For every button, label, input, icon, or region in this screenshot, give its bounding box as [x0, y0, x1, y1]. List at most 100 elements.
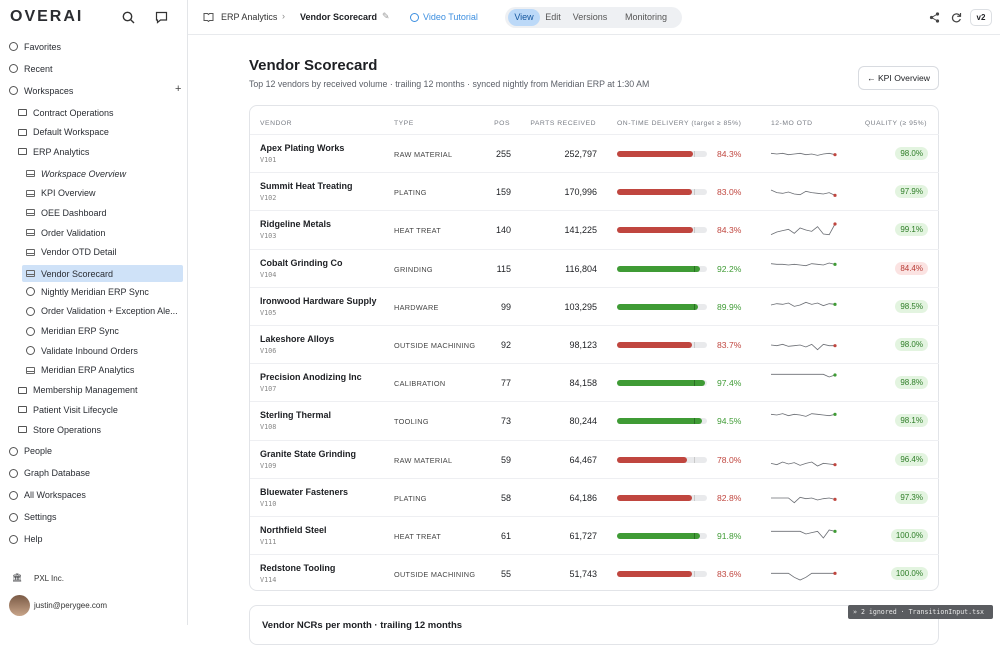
share-icon[interactable] — [929, 12, 940, 23]
sidebar-item[interactable]: KPI Overview — [26, 187, 96, 200]
sidebar-icon — [26, 170, 35, 178]
table-row[interactable]: Cobalt Grinding Co V104 GRINDING 115 116,804… — [250, 248, 939, 287]
otd-track — [617, 456, 707, 463]
version-badge[interactable]: v2 — [970, 9, 992, 26]
otd-label: 92.2% — [717, 263, 742, 274]
tab[interactable]: Versions — [572, 12, 608, 22]
table-row[interactable]: Bluewater Fasteners V110 PLATING 58 64,186 82… — [250, 477, 939, 516]
sparkline-line — [770, 413, 836, 418]
parts-received: 141,225 — [564, 225, 597, 236]
table-row[interactable]: Redstone Tooling V114 OUTSIDE MACHINING 55 5… — [250, 554, 939, 592]
sidebar-item[interactable]: Favorites — [9, 40, 61, 53]
sidebar-label: Order Validation — [41, 227, 106, 238]
otd-target — [693, 151, 695, 157]
column-header: ON-TIME DELIVERY (target ≥ 85%) — [617, 120, 742, 127]
book-icon — [203, 13, 214, 22]
toast: » 2 ignored · TransitionInput.tsx — [848, 605, 993, 619]
sidebar-item[interactable]: Contract Operations — [18, 106, 114, 119]
otd-track — [617, 189, 707, 196]
edit-icon[interactable]: ✎ — [382, 11, 390, 21]
otd-bar — [617, 571, 693, 578]
tab[interactable]: Edit — [545, 12, 561, 22]
quality-badge: 100.0% — [890, 529, 928, 542]
sidebar-item[interactable]: Meridian ERP Analytics — [26, 364, 134, 377]
vendor-id: V110 — [260, 499, 277, 508]
pos: 99 — [500, 301, 511, 312]
video-tutorial[interactable]: Video Tutorial — [410, 12, 478, 22]
sidebar-item[interactable]: Settings — [9, 511, 57, 524]
table-row[interactable]: Sterling Thermal V108 TOOLING 73 80,244 94.5%… — [250, 401, 939, 439]
table-row[interactable]: Lakeshore Alloys V106 OUTSIDE MACHINING 92 9… — [250, 325, 939, 363]
user-email[interactable]: justin@perygee.com — [34, 601, 108, 610]
column-header: QUALITY (≥ 95%) — [864, 120, 927, 127]
pos: 73 — [500, 416, 511, 427]
pos: 77 — [500, 378, 511, 389]
search-icon[interactable] — [122, 11, 135, 24]
otd-sparkline — [771, 571, 837, 581]
sidebar-item[interactable]: Patient Visit Lifecycle — [18, 403, 118, 416]
table-row[interactable]: Northfield Steel V111 HEAT TREAT 61 61,727 91… — [250, 516, 939, 554]
otd-track — [617, 418, 707, 425]
otd-label: 78.0% — [717, 454, 742, 465]
tab[interactable]: Monitoring — [624, 12, 668, 22]
sidebar-item[interactable]: All Workspaces — [9, 489, 86, 502]
vendor-name: Bluewater Fasteners — [260, 486, 349, 497]
sidebar-label: OEE Dashboard — [41, 207, 107, 218]
sidebar-item[interactable]: Order Validation + Exception Ale... — [26, 305, 178, 318]
otd-sparkline — [770, 461, 837, 467]
vendor-name: Redstone Tooling — [260, 563, 336, 574]
sidebar-item[interactable]: Vendor OTD Detail — [26, 246, 117, 259]
sidebar-item[interactable]: Order Validation — [26, 226, 105, 239]
breadcrumb-current: Vendor Scorecard — [300, 12, 378, 22]
add-workspace[interactable]: + — [175, 83, 182, 95]
pos: 61 — [500, 531, 511, 541]
table-row[interactable]: Apex Plating Works V101 RAW MATERIAL 255 252… — [250, 134, 939, 172]
sidebar-item[interactable]: Validate Inbound Orders — [26, 344, 138, 357]
parts-received: 103,295 — [564, 301, 597, 312]
table-row[interactable]: Summit Heat Treating V102 PLATING 159 170,99… — [250, 172, 939, 210]
sidebar-icon — [9, 86, 18, 95]
sidebar-item[interactable]: Membership Management — [18, 384, 138, 397]
sidebar-label: Meridian ERP Sync — [41, 326, 119, 336]
sidebar-item[interactable]: Store Operations — [18, 423, 101, 436]
table-row[interactable]: Ironwood Hardware Supply V105 HARDWARE 99 10… — [250, 286, 939, 325]
sidebar-item[interactable]: Workspaces — [9, 84, 73, 97]
sidebar-item[interactable]: Graph Database — [9, 467, 90, 480]
vendor-id: V107 — [260, 385, 277, 394]
sidebar-item[interactable]: Recent — [9, 62, 53, 75]
otd-target — [693, 380, 695, 387]
vendor-name: Granite State Grinding — [260, 448, 357, 459]
vendor-id: V114 — [260, 576, 277, 585]
parts-received: 170,996 — [564, 187, 597, 198]
kpi-overview-button[interactable]: ← KPI Overview — [858, 66, 939, 90]
org-icon: 🏛 — [12, 573, 23, 582]
sparkline-end — [833, 262, 837, 266]
sidebar-item[interactable]: Vendor Scorecard — [22, 265, 183, 283]
chat-icon[interactable] — [155, 11, 168, 24]
refresh-icon[interactable] — [951, 12, 962, 23]
vendor-name: Sterling Thermal — [260, 410, 332, 421]
sidebar-icon — [18, 128, 27, 136]
sidebar-item[interactable]: Meridian ERP Sync — [26, 325, 119, 338]
otd-label: 94.5% — [717, 416, 742, 427]
otd-label: 89.9% — [717, 301, 742, 312]
sparkline-end — [833, 222, 837, 226]
sidebar-item[interactable]: OEE Dashboard — [26, 206, 107, 219]
sparkline-end — [833, 497, 837, 501]
sidebar-item[interactable]: Default Workspace — [18, 126, 109, 139]
avatar[interactable] — [9, 595, 30, 616]
sidebar-label: Workspace Overview — [41, 168, 127, 179]
otd-target — [693, 533, 695, 539]
table-row[interactable]: Granite State Grinding V109 RAW MATERIAL 59… — [250, 439, 939, 478]
sidebar-item[interactable]: Nightly Meridian ERP Sync — [26, 285, 149, 298]
tab[interactable]: View — [508, 9, 540, 26]
sidebar-item[interactable]: Workspace Overview — [26, 167, 126, 180]
sidebar-item[interactable]: Help — [9, 533, 43, 546]
otd-target — [693, 418, 695, 425]
parts-received: 64,186 — [569, 492, 597, 503]
sidebar-item[interactable]: People — [9, 445, 52, 458]
table-row[interactable]: Ridgeline Metals V103 HEAT TREAT 140 141,225… — [250, 210, 939, 248]
breadcrumb-item[interactable]: ERP Analytics — [221, 12, 278, 22]
sidebar-item[interactable]: ERP Analytics — [18, 145, 89, 158]
table-row[interactable]: Precision Anodizing Inc V107 CALIBRATION 77… — [250, 363, 939, 401]
